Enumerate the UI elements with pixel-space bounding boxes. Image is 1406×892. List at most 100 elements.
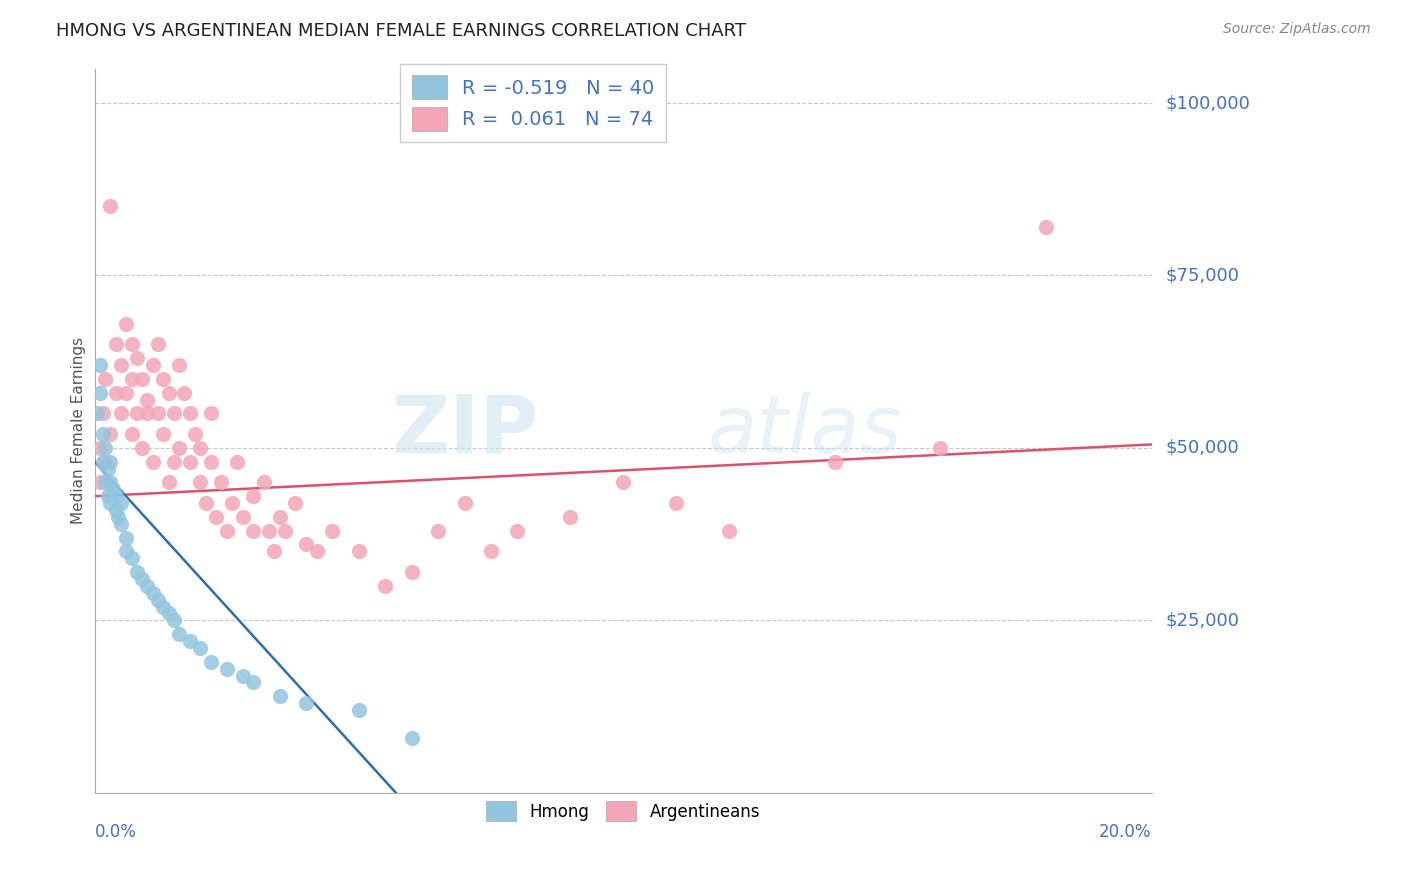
Point [104,337,127,351]
Point [121,551,143,566]
Point [226,455,249,469]
Point [167,358,190,372]
Point [179,455,201,469]
Point [125,406,148,420]
Text: Source: ZipAtlas.com: Source: ZipAtlas.com [1223,22,1371,37]
Point [284,496,307,510]
Point [142,455,165,469]
Text: atlas: atlas [707,392,903,470]
Point [295,537,318,551]
Point [167,627,190,641]
Point [242,489,264,503]
Point [1035,220,1057,235]
Point [188,640,211,655]
Point [232,668,254,682]
Point [665,496,688,510]
Point [115,544,138,558]
Point [401,565,423,579]
Point [86,406,108,420]
Point [232,509,254,524]
Point [157,475,180,490]
Point [560,509,582,524]
Point [717,524,740,538]
Point [104,503,127,517]
Text: HMONG VS ARGENTINEAN MEDIAN FEMALE EARNINGS CORRELATION CHART: HMONG VS ARGENTINEAN MEDIAN FEMALE EARNI… [56,22,747,40]
Point [200,655,222,669]
Point [184,427,207,442]
Point [142,586,165,600]
Point [506,524,529,538]
Point [107,509,129,524]
Point [89,358,111,372]
Point [125,565,148,579]
Point [121,337,143,351]
Point [215,524,238,538]
Point [100,199,122,213]
Point [152,599,174,614]
Point [200,406,222,420]
Point [110,358,132,372]
Point [163,455,186,469]
Point [242,524,264,538]
Point [104,385,127,400]
Text: $100,000: $100,000 [1166,94,1250,112]
Point [929,441,952,455]
Point [347,544,370,558]
Point [347,703,370,717]
Point [163,406,186,420]
Point [100,427,122,442]
Text: $50,000: $50,000 [1166,439,1239,457]
Point [121,372,143,386]
Point [115,385,138,400]
Point [157,385,180,400]
Point [374,579,396,593]
Y-axis label: Median Female Earnings: Median Female Earnings [72,337,86,524]
Point [321,524,343,538]
Point [824,455,846,469]
Text: $25,000: $25,000 [1166,611,1240,630]
Point [104,489,127,503]
Point [179,634,201,648]
Text: $75,000: $75,000 [1166,267,1240,285]
Point [94,455,117,469]
Point [152,427,174,442]
Point [110,516,132,531]
Point [269,509,291,524]
Point [188,441,211,455]
Point [136,406,159,420]
Point [100,475,122,490]
Point [209,475,232,490]
Point [200,455,222,469]
Point [91,406,114,420]
Point [263,544,285,558]
Point [274,524,297,538]
Point [115,531,138,545]
Point [94,441,117,455]
Point [91,455,114,469]
Text: ZIP: ZIP [391,392,538,470]
Point [453,496,475,510]
Point [612,475,634,490]
Point [100,455,122,469]
Point [100,496,122,510]
Point [125,351,148,366]
Point [167,441,190,455]
Point [269,689,291,703]
Point [146,337,169,351]
Point [101,483,124,497]
Point [253,475,276,490]
Point [295,696,318,710]
Point [110,496,132,510]
Point [136,392,159,407]
Point [188,475,211,490]
Point [479,544,502,558]
Point [91,427,114,442]
Point [179,406,201,420]
Point [305,544,328,558]
Legend: Hmong, Argentineans: Hmong, Argentineans [479,794,766,828]
Point [142,358,165,372]
Point [146,592,169,607]
Text: 0.0%: 0.0% [94,823,136,841]
Point [131,441,153,455]
Point [131,572,153,586]
